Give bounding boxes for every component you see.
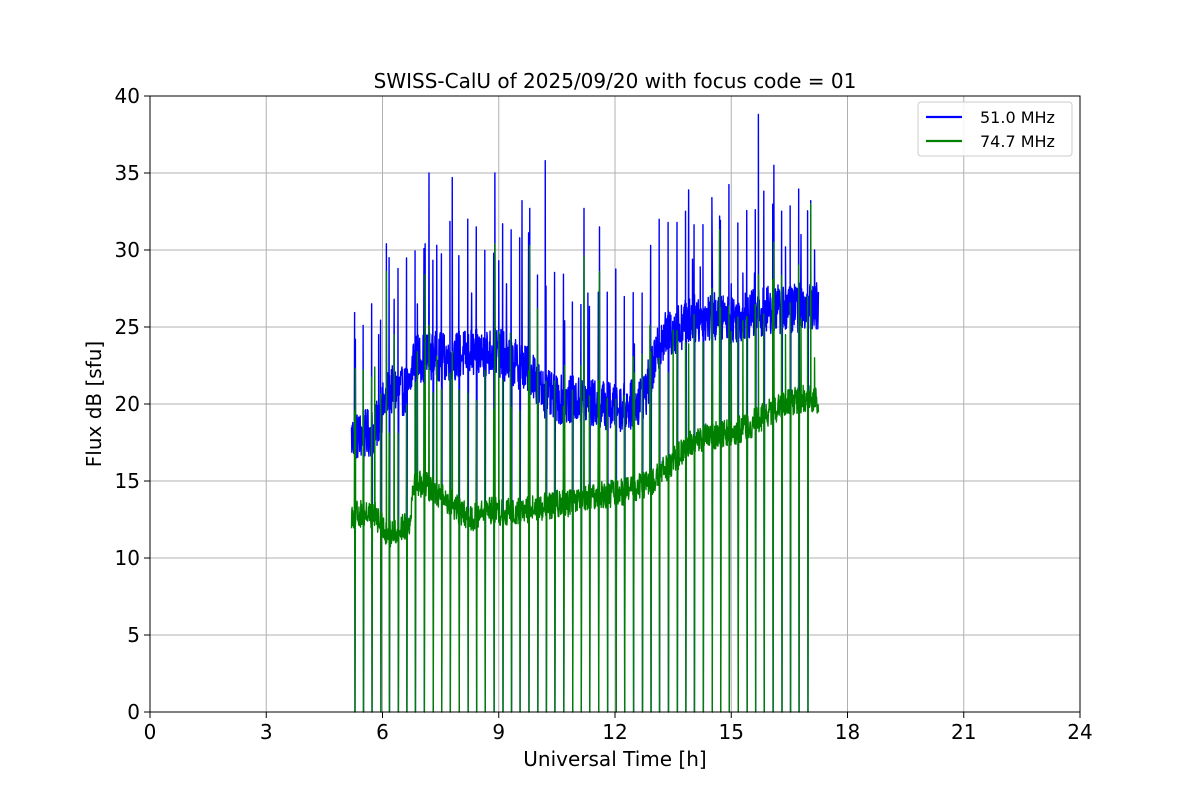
x-tick-label: 12 bbox=[602, 720, 627, 744]
x-tick-label: 21 bbox=[951, 720, 976, 744]
x-tick-label: 6 bbox=[376, 720, 389, 744]
x-axis-label: Universal Time [h] bbox=[523, 747, 706, 771]
chart-title: SWISS-CalU of 2025/09/20 with focus code… bbox=[374, 69, 857, 93]
y-axis-label: Flux dB [sfu] bbox=[82, 341, 106, 467]
y-tick-label: 40 bbox=[115, 84, 140, 108]
series-line-74mhz bbox=[350, 203, 820, 713]
x-tick-label: 24 bbox=[1067, 720, 1092, 744]
y-tick-label: 5 bbox=[127, 623, 140, 647]
y-tick-label: 20 bbox=[115, 392, 140, 416]
x-tick-label: 15 bbox=[719, 720, 744, 744]
y-tick-label: 15 bbox=[115, 469, 140, 493]
legend: 51.0 MHz 74.7 MHz bbox=[917, 101, 1073, 157]
y-tick-label: 10 bbox=[115, 546, 140, 570]
legend-label-74mhz: 74.7 MHz bbox=[980, 132, 1055, 151]
y-tick-label: 25 bbox=[115, 315, 140, 339]
tick-layer: 0 3 6 9 12 15 18 21 24 0 5 10 15 20 25 30 35 40 bbox=[115, 84, 1093, 744]
legend-box bbox=[917, 101, 1073, 157]
x-tick-label: 0 bbox=[144, 720, 157, 744]
x-tick-label: 3 bbox=[260, 720, 273, 744]
x-tick-label: 9 bbox=[492, 720, 505, 744]
y-tick-label: 30 bbox=[115, 238, 140, 262]
series-layer bbox=[350, 113, 820, 713]
legend-label-51mhz: 51.0 MHz bbox=[980, 108, 1055, 127]
y-tick-label: 35 bbox=[115, 161, 140, 185]
x-tick-label: 18 bbox=[835, 720, 860, 744]
y-tick-label: 0 bbox=[127, 700, 140, 724]
